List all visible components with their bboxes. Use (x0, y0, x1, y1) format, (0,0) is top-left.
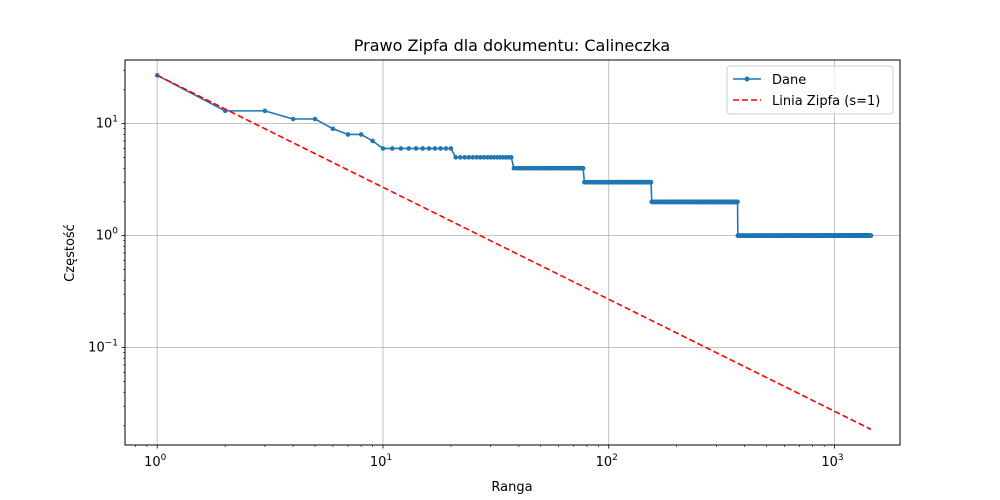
series-dane-point (443, 146, 449, 151)
series-layer (154, 73, 874, 431)
series-dane-point (485, 155, 490, 160)
series-dane-point (648, 179, 654, 185)
series-dane-point (380, 146, 386, 151)
series-dane-point (345, 132, 351, 137)
series-dane-point (358, 132, 364, 137)
series-dane-point (453, 155, 459, 160)
plot-frame (124, 59, 901, 446)
y-tick-label: 10−1 (88, 339, 118, 356)
series-dane-point (398, 146, 404, 151)
series-dane-point (390, 146, 395, 151)
y-tick-label: 101 (96, 115, 118, 132)
y-tick-label: 100 (96, 227, 119, 244)
series-dane-point (470, 155, 476, 160)
series-dane-point (580, 165, 586, 171)
series-dane-point (457, 155, 463, 160)
legend-zipf-label: Linia Zipfa (s=1) (772, 94, 880, 109)
series-dane-point (426, 146, 432, 151)
series-dane-point (290, 116, 296, 122)
series-dane-point (448, 146, 454, 151)
series-dane-point (432, 146, 438, 151)
y-axis-label: Częstość (63, 224, 78, 282)
series-dane-point (312, 116, 318, 122)
series-dane-point (420, 146, 426, 151)
series-dane-point (413, 146, 419, 151)
series-dane-point (262, 108, 268, 114)
series-dane-point (481, 155, 487, 160)
chart-title: Prawo Zipfa dla dokumentu: Calineczka (354, 36, 670, 55)
series-dane-point (330, 126, 336, 132)
series-dane-point (462, 155, 467, 160)
x-axis-label: Ranga (491, 480, 532, 495)
series-dane-point (508, 155, 514, 160)
series-dane-point (478, 155, 483, 160)
x-axis-ticks: 100 101 102 103 (144, 445, 844, 470)
series-dane-point (370, 138, 375, 144)
series-dane-point (438, 146, 443, 151)
series-dane-point (406, 146, 412, 151)
legend-box (726, 65, 894, 115)
legend: Dane Linia Zipfa (s=1) (726, 65, 894, 115)
series-zipf-line (156, 74, 872, 431)
series-dane-point (466, 155, 472, 160)
legend-dane-label: Dane (772, 73, 806, 88)
series-dane-point (735, 199, 740, 205)
legend-dane-marker (744, 76, 750, 82)
series-dane-point (868, 233, 874, 238)
series-dane-point (474, 155, 479, 160)
y-axis-ticks: 10−1 100 101 (88, 115, 125, 356)
series-dane-point (488, 155, 494, 160)
